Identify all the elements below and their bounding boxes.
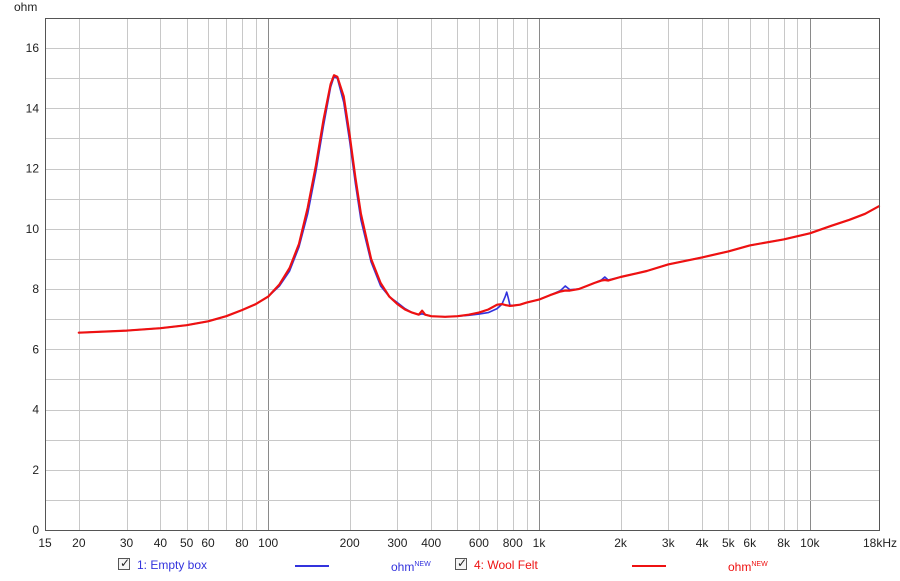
- plot-frame: [45, 18, 880, 531]
- legend-unit-tag: NEW: [751, 561, 768, 568]
- x-tick-label: 2k: [614, 536, 628, 550]
- checkmark-icon: ✓: [457, 556, 468, 570]
- y-tick-label: 14: [26, 101, 40, 115]
- y-tick-label: 0: [32, 523, 39, 537]
- x-tick-label: 8k: [777, 536, 791, 550]
- x-tick-label: 40: [154, 536, 168, 550]
- x-tick-labels: 15 20 30 40 50 60 80 100 200 300 400 600 800 1k 2k 3k 4k…: [38, 536, 897, 550]
- legend-checkbox-wool-felt[interactable]: ✓: [455, 556, 468, 570]
- series-line-wool-felt: [77, 74, 881, 334]
- legend-unit-tag: NEW: [414, 561, 431, 568]
- y-tick-label: 8: [32, 282, 39, 296]
- x-tick-label: 15: [38, 536, 52, 550]
- x-tick-label: 4k: [696, 536, 710, 550]
- y-tick-label: 2: [32, 463, 39, 477]
- legend-unit-text: ohm: [391, 560, 415, 574]
- y-tick-label: 10: [26, 222, 40, 236]
- y-tick-labels: 0 2 4 6 8 10 12 14 16: [26, 41, 40, 537]
- x-tick-label: 30: [120, 536, 134, 550]
- x-tick-label: 400: [421, 536, 441, 550]
- legend: ✓ 1: Empty box ohmNEW ✓ 4: Wool Felt ohm…: [0, 555, 900, 579]
- legend-swatch-wool-felt: [632, 565, 666, 567]
- y-axis-unit-label: ohm: [14, 0, 37, 14]
- legend-swatch-empty-box: [295, 565, 329, 567]
- x-tick-label: 100: [258, 536, 278, 550]
- x-tick-label: 600: [469, 536, 489, 550]
- impedance-chart: ohm 0 2 4 6 8 10 12 14 16 15 20 30 40 50 60 80 100 200 30…: [14, 0, 897, 550]
- legend-checkbox-empty-box[interactable]: ✓: [118, 556, 131, 570]
- x-tick-label: 300: [387, 536, 407, 550]
- x-tick-label: 3k: [662, 536, 676, 550]
- x-tick-label: 5k: [722, 536, 736, 550]
- series-line-empty-box: [78, 75, 880, 334]
- legend-unit-text: ohm: [728, 560, 752, 574]
- legend-unit-empty-box: ohmNEW: [391, 558, 431, 574]
- x-tick-label: 20: [72, 536, 86, 550]
- grid-lines: [45, 18, 879, 530]
- y-tick-label: 16: [26, 41, 40, 55]
- legend-unit-wool-felt: ohmNEW: [728, 558, 768, 574]
- x-tick-label: 80: [235, 536, 249, 550]
- x-tick-label: 6k: [743, 536, 757, 550]
- checkmark-icon: ✓: [120, 556, 131, 570]
- x-tick-label: 50: [180, 536, 194, 550]
- y-tick-label: 4: [32, 403, 39, 417]
- x-tick-label: 800: [503, 536, 523, 550]
- y-tick-label: 12: [26, 162, 40, 176]
- legend-label-wool-felt: 4: Wool Felt: [474, 558, 538, 572]
- x-tick-label: 10k: [800, 536, 820, 550]
- x-tick-label: 60: [201, 536, 215, 550]
- series-layer: [77, 74, 881, 334]
- y-tick-label: 6: [32, 342, 39, 356]
- x-tick-label: 1k: [533, 536, 547, 550]
- x-tick-label: 18kHz: [863, 536, 897, 550]
- legend-label-empty-box: 1: Empty box: [137, 558, 208, 572]
- x-tick-label: 200: [340, 536, 360, 550]
